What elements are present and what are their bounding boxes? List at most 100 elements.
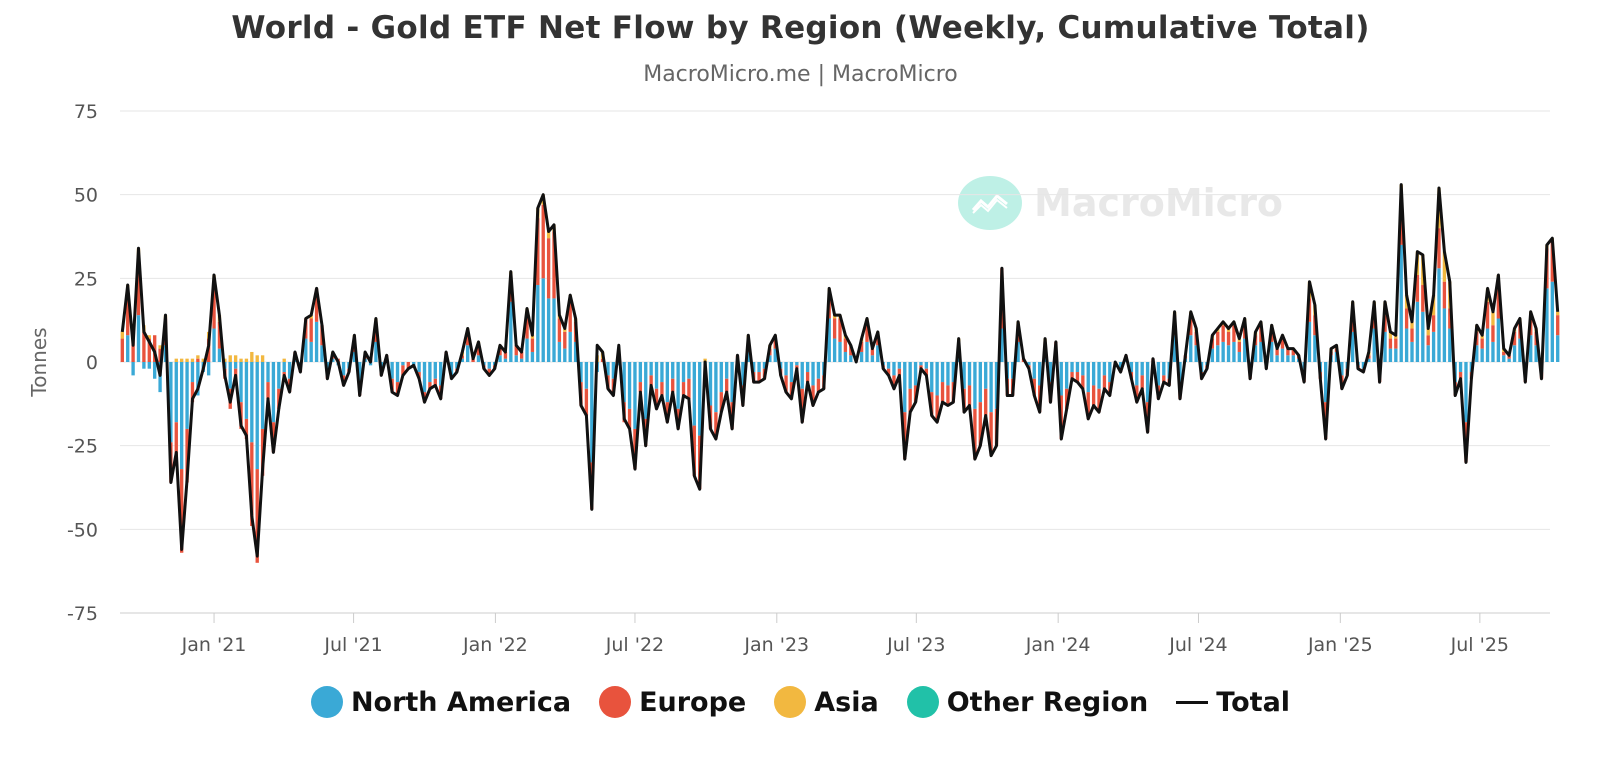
asia-bar	[120, 331, 124, 339]
north-america-bar	[687, 362, 691, 379]
legend-item-other[interactable]: Other Region	[906, 686, 1148, 718]
north-america-bar	[153, 362, 157, 379]
europe-bar	[174, 422, 178, 456]
europe-bar	[546, 238, 551, 299]
total-line-series	[120, 183, 1560, 558]
legend-item-north-america[interactable]: North America	[310, 686, 572, 718]
north-america-bar	[1475, 345, 1479, 362]
europe-bar	[757, 372, 761, 383]
north-america-bar	[1394, 348, 1398, 362]
north-america-bar	[644, 362, 648, 419]
north-america-bar	[1156, 362, 1161, 386]
north-america-bar	[1372, 328, 1376, 362]
europe-bar	[503, 351, 508, 359]
europe-bar	[865, 321, 869, 342]
europe-bar	[1091, 385, 1096, 406]
north-america-bar	[390, 362, 394, 379]
north-america-bar	[816, 362, 821, 379]
europe-bar	[266, 382, 270, 399]
europe-bar	[1237, 341, 1242, 352]
north-america-bar	[1011, 362, 1015, 379]
north-america-bar	[1421, 311, 1425, 362]
europe-bar	[1086, 392, 1090, 419]
north-america-bar	[1534, 345, 1538, 362]
north-america-bar	[913, 362, 918, 386]
legend-item-total[interactable]: Total	[1176, 687, 1290, 718]
north-america-bar	[1518, 338, 1522, 362]
north-america-bar	[136, 315, 141, 362]
north-america-bar	[509, 301, 513, 362]
north-america-bar	[590, 362, 594, 463]
watermark-text: MacroMicro	[1034, 181, 1284, 225]
north-america-bar	[892, 362, 896, 376]
north-america-bar	[671, 362, 675, 379]
north-america-bar	[1361, 362, 1366, 369]
north-america-bar	[309, 341, 313, 362]
europe-bar	[908, 388, 912, 413]
north-america-bar	[568, 331, 572, 362]
europe-bar	[525, 311, 529, 339]
total-legend-marker	[1176, 700, 1209, 704]
europe-bar	[465, 331, 470, 346]
legend-item-asia[interactable]: Asia	[774, 686, 879, 718]
north-america-bar	[1458, 362, 1463, 373]
north-america-bar	[206, 362, 211, 376]
north-america-bar	[536, 285, 540, 362]
north-america-bar	[158, 362, 162, 393]
north-america-bar	[1507, 358, 1511, 362]
north-america-bar	[865, 341, 869, 362]
europe-bar	[719, 392, 723, 413]
north-america-bar	[401, 362, 405, 366]
europe-bar	[1458, 372, 1463, 379]
y-tick-label: 0	[86, 352, 98, 374]
north-america-bar	[1545, 288, 1549, 362]
asia-bar	[282, 358, 286, 362]
north-america-bar	[1480, 348, 1484, 362]
north-america-bar	[331, 358, 335, 362]
legend-label: North America	[350, 686, 572, 718]
north-america-bar	[1086, 362, 1090, 393]
bar-series	[120, 184, 1560, 563]
legend: North America Europe Asia Other Region Total	[0, 686, 1601, 718]
north-america-bar	[1194, 345, 1198, 362]
asia-bar	[185, 358, 189, 362]
north-america-bar	[681, 362, 686, 383]
asia-bar	[1394, 335, 1398, 339]
north-america-bar	[228, 362, 232, 389]
asia-bar	[190, 358, 195, 362]
asia-bar	[1556, 311, 1560, 316]
north-america-bar	[320, 345, 324, 362]
watermark: MacroMicro	[958, 176, 1283, 230]
north-america-bar	[859, 351, 864, 362]
north-america-bar	[903, 362, 907, 413]
north-america-bar	[1075, 362, 1080, 373]
europe-bar	[1491, 325, 1495, 342]
legend-item-europe[interactable]: Europe	[599, 686, 746, 718]
asia-bar	[1226, 328, 1231, 332]
north-america-bar	[886, 362, 891, 369]
europe-bar	[843, 338, 848, 352]
north-america-bar	[989, 362, 993, 413]
north-america-bar	[1016, 341, 1020, 362]
europe-bar	[428, 382, 432, 389]
north-america-bar	[660, 362, 664, 383]
north-america-bar	[358, 362, 362, 383]
north-america-bar	[1232, 341, 1236, 362]
europe-bar	[250, 442, 254, 526]
north-america-bar	[1216, 345, 1220, 362]
north-america-bar	[1097, 362, 1101, 389]
north-america-bar	[638, 362, 643, 383]
europe-bar	[654, 388, 659, 409]
north-america-bar	[1140, 362, 1144, 376]
north-america-bar	[1221, 341, 1225, 362]
total-line	[120, 183, 1560, 558]
north-america-bar	[428, 362, 432, 383]
x-axis: Jan '21 Jul '21 Jan '22 Jul '22 Jan '23 Jul '…	[181, 613, 1509, 656]
asia-bar	[244, 358, 249, 362]
europe-bar	[935, 395, 939, 423]
asia-bar	[255, 355, 259, 362]
y-tick-label: 25	[74, 268, 98, 290]
europe-bar	[1431, 315, 1436, 332]
europe-bar	[212, 285, 216, 329]
